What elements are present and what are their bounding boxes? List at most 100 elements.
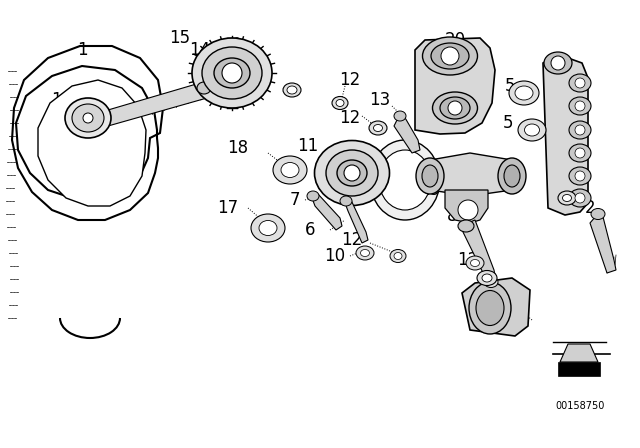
Ellipse shape bbox=[569, 189, 591, 207]
Ellipse shape bbox=[482, 274, 492, 282]
Ellipse shape bbox=[197, 82, 211, 94]
Text: 12: 12 bbox=[341, 231, 363, 249]
Circle shape bbox=[575, 193, 585, 203]
Text: 8: 8 bbox=[447, 207, 457, 225]
Text: 10: 10 bbox=[324, 247, 346, 265]
Text: 11: 11 bbox=[298, 137, 319, 155]
Circle shape bbox=[575, 148, 585, 158]
Ellipse shape bbox=[458, 220, 474, 232]
Ellipse shape bbox=[394, 111, 406, 121]
Ellipse shape bbox=[283, 83, 301, 97]
Circle shape bbox=[575, 171, 585, 181]
Circle shape bbox=[448, 101, 462, 115]
Ellipse shape bbox=[379, 150, 431, 210]
Ellipse shape bbox=[281, 163, 299, 177]
Polygon shape bbox=[430, 153, 512, 196]
Polygon shape bbox=[462, 278, 530, 336]
Ellipse shape bbox=[360, 250, 369, 257]
Ellipse shape bbox=[440, 97, 470, 119]
Bar bbox=[558, 362, 600, 376]
Ellipse shape bbox=[390, 250, 406, 263]
Polygon shape bbox=[445, 190, 488, 223]
Ellipse shape bbox=[422, 165, 438, 187]
Ellipse shape bbox=[544, 52, 572, 74]
Text: 5: 5 bbox=[503, 114, 513, 132]
Text: 19: 19 bbox=[419, 181, 440, 199]
Circle shape bbox=[458, 200, 478, 220]
Ellipse shape bbox=[476, 290, 504, 326]
Circle shape bbox=[344, 165, 360, 181]
Circle shape bbox=[575, 101, 585, 111]
Polygon shape bbox=[40, 90, 141, 188]
Ellipse shape bbox=[433, 92, 477, 124]
Ellipse shape bbox=[374, 125, 383, 132]
Ellipse shape bbox=[466, 256, 484, 270]
Ellipse shape bbox=[558, 191, 576, 205]
Ellipse shape bbox=[251, 214, 285, 242]
Text: 12: 12 bbox=[339, 109, 360, 127]
Polygon shape bbox=[312, 194, 342, 230]
Ellipse shape bbox=[273, 156, 307, 184]
Polygon shape bbox=[38, 80, 146, 206]
Text: 20: 20 bbox=[444, 31, 465, 49]
Ellipse shape bbox=[470, 259, 479, 267]
Text: 12: 12 bbox=[458, 251, 479, 269]
Circle shape bbox=[575, 78, 585, 88]
Text: 5: 5 bbox=[505, 77, 515, 95]
Ellipse shape bbox=[192, 38, 272, 108]
Ellipse shape bbox=[509, 81, 539, 105]
Ellipse shape bbox=[518, 119, 546, 141]
Polygon shape bbox=[108, 80, 214, 126]
Polygon shape bbox=[462, 220, 496, 283]
Ellipse shape bbox=[356, 246, 374, 260]
Circle shape bbox=[441, 47, 459, 65]
Text: 9: 9 bbox=[516, 309, 527, 327]
Ellipse shape bbox=[337, 160, 367, 186]
Ellipse shape bbox=[314, 141, 390, 206]
Text: 00158750: 00158750 bbox=[556, 401, 605, 411]
Ellipse shape bbox=[259, 220, 277, 236]
Text: 18: 18 bbox=[227, 139, 248, 157]
Ellipse shape bbox=[422, 37, 477, 75]
Ellipse shape bbox=[332, 96, 348, 109]
Circle shape bbox=[551, 56, 565, 70]
Ellipse shape bbox=[369, 121, 387, 135]
Ellipse shape bbox=[326, 150, 378, 196]
Ellipse shape bbox=[416, 158, 444, 194]
Ellipse shape bbox=[336, 99, 344, 107]
Ellipse shape bbox=[469, 282, 511, 334]
Text: 12: 12 bbox=[339, 71, 360, 89]
Text: 7: 7 bbox=[290, 191, 300, 209]
Ellipse shape bbox=[431, 43, 469, 69]
Ellipse shape bbox=[569, 167, 591, 185]
Ellipse shape bbox=[228, 38, 246, 108]
Text: 13: 13 bbox=[369, 91, 390, 109]
Text: 17: 17 bbox=[218, 199, 239, 217]
Ellipse shape bbox=[340, 196, 352, 206]
Text: 2: 2 bbox=[585, 199, 595, 217]
Ellipse shape bbox=[525, 124, 540, 136]
Ellipse shape bbox=[370, 140, 440, 220]
Ellipse shape bbox=[394, 253, 402, 259]
Polygon shape bbox=[560, 344, 598, 362]
Ellipse shape bbox=[569, 97, 591, 115]
Polygon shape bbox=[543, 56, 588, 215]
Circle shape bbox=[222, 63, 242, 83]
Ellipse shape bbox=[498, 158, 526, 194]
Ellipse shape bbox=[477, 271, 497, 285]
Ellipse shape bbox=[563, 194, 572, 202]
Polygon shape bbox=[590, 213, 616, 273]
Ellipse shape bbox=[484, 276, 498, 288]
Ellipse shape bbox=[569, 74, 591, 92]
Ellipse shape bbox=[515, 86, 533, 100]
Ellipse shape bbox=[72, 104, 104, 132]
Text: 15: 15 bbox=[170, 29, 191, 47]
Ellipse shape bbox=[569, 144, 591, 162]
Ellipse shape bbox=[287, 86, 297, 94]
Ellipse shape bbox=[504, 165, 520, 187]
Text: 1: 1 bbox=[77, 41, 87, 59]
Ellipse shape bbox=[202, 47, 262, 99]
Polygon shape bbox=[394, 116, 420, 153]
Text: 16: 16 bbox=[51, 91, 72, 109]
Ellipse shape bbox=[214, 58, 250, 88]
